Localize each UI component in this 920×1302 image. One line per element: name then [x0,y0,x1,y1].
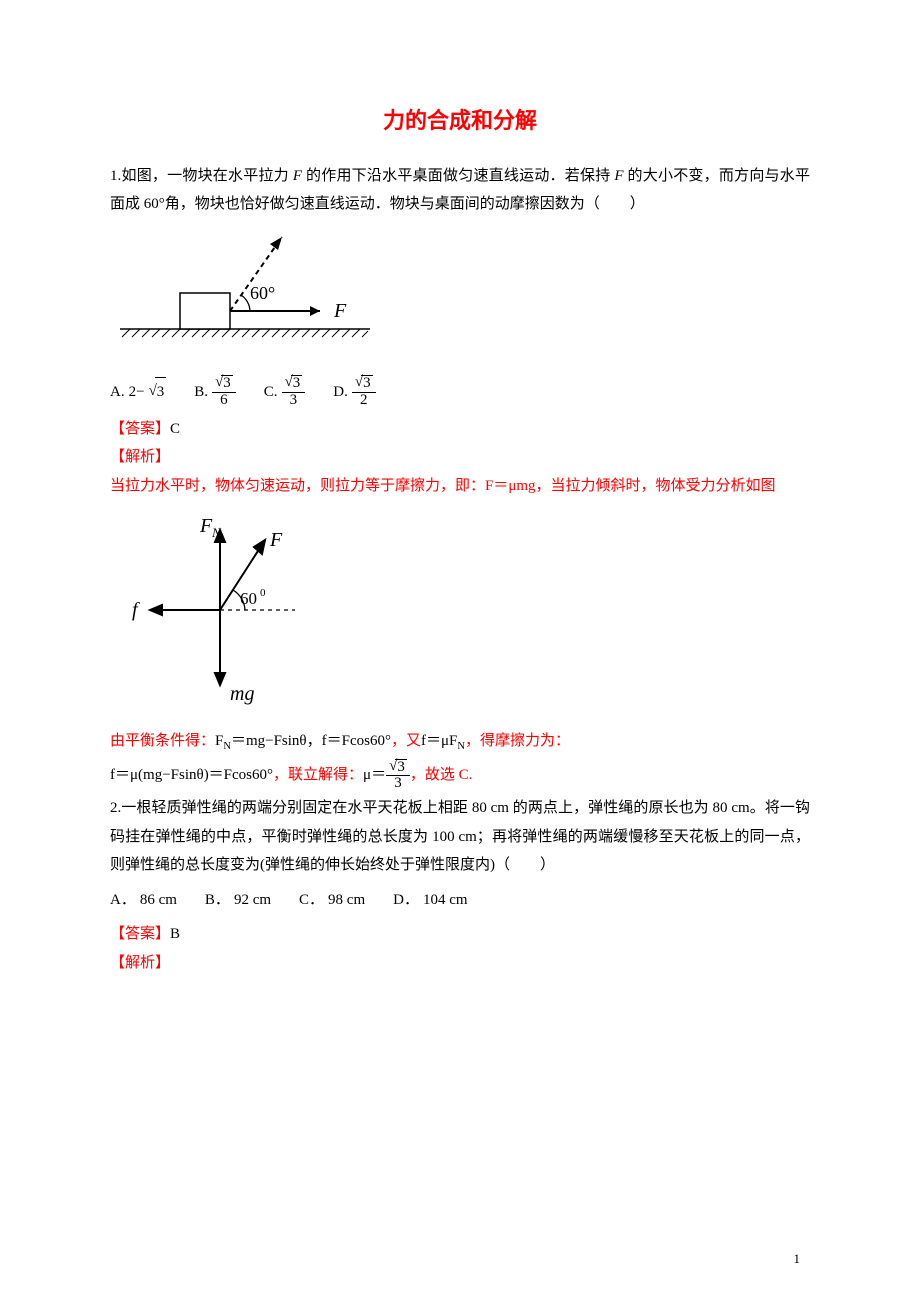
opt-C: C. √33 [264,375,306,409]
q1-t1: 如图，一物块在水平拉力 [121,168,293,184]
q1-explain-1: 当拉力水平时，物体匀速运动，则拉力等于摩擦力，即：F＝μmg，当拉力倾斜时，物体… [110,472,810,501]
q1-eq2: f＝μ(mg−Fsinθ)＝Fcos60°，联立解得：μ＝√33，故选 C. [110,759,810,793]
q2-explain-label: 【解析】 [110,949,810,978]
q1-diagram1: F 60° [110,229,810,370]
angle-60: 60° [250,283,275,303]
q1-stem: 1.如图，一物块在水平拉力 F 的作用下沿水平桌面做匀速直线运动．若保持 F 的… [110,162,810,219]
q1-F1: F [293,168,302,184]
svg-text:mg: mg [230,683,254,705]
q2-opt-D: D．104 cm [393,886,467,915]
q1-diagram2: F N F f mg 60 0 [110,510,810,721]
opt-D: D. √32 [333,375,375,409]
q1-explain-label: 【解析】 [110,443,810,472]
opt-A: A. 2−√3 [110,377,166,407]
svg-text:f: f [132,599,140,621]
q1-t2: 的作用下沿水平桌面做匀速直线运动．若保持 [302,168,614,184]
page: 力的合成和分解 1.如图，一物块在水平拉力 F 的作用下沿水平桌面做匀速直线运动… [0,0,920,1302]
q2-text: 一根轻质弹性绳的两端分别固定在水平天花板上相距 80 cm 的两点上，弹性绳的原… [110,800,810,873]
svg-text:60: 60 [240,589,257,608]
q1-num: 1. [110,168,121,184]
svg-text:F: F [199,515,213,537]
q2-answer: 【答案】B [110,920,810,949]
q1-F2: F [614,168,623,184]
svg-text:N: N [211,525,222,540]
title: 力的合成和分解 [110,100,810,142]
page-number: 1 [794,1247,801,1272]
q2-opt-C: C．98 cm [299,886,365,915]
q1-eq1: 由平衡条件得：FN＝mg−Fsinθ，f＝Fcos60°，又f＝μFN，得摩擦力… [110,727,810,757]
q2-options: A．86 cm B．92 cm C．98 cm D．104 cm [110,886,810,915]
svg-text:0: 0 [260,587,266,599]
q1-options: A. 2−√3 B. √36 C. √33 D. √32 [110,375,810,409]
opt-B: B. √36 [194,375,236,409]
q2-opt-B: B．92 cm [205,886,271,915]
q1-answer: 【答案】C [110,415,810,444]
q2-stem: 2.一根轻质弹性绳的两端分别固定在水平天花板上相距 80 cm 的两点上，弹性绳… [110,794,810,880]
svg-text:F: F [269,529,283,551]
F-label: F [333,300,347,322]
q2-num: 2. [110,800,121,816]
q2-opt-A: A．86 cm [110,886,177,915]
